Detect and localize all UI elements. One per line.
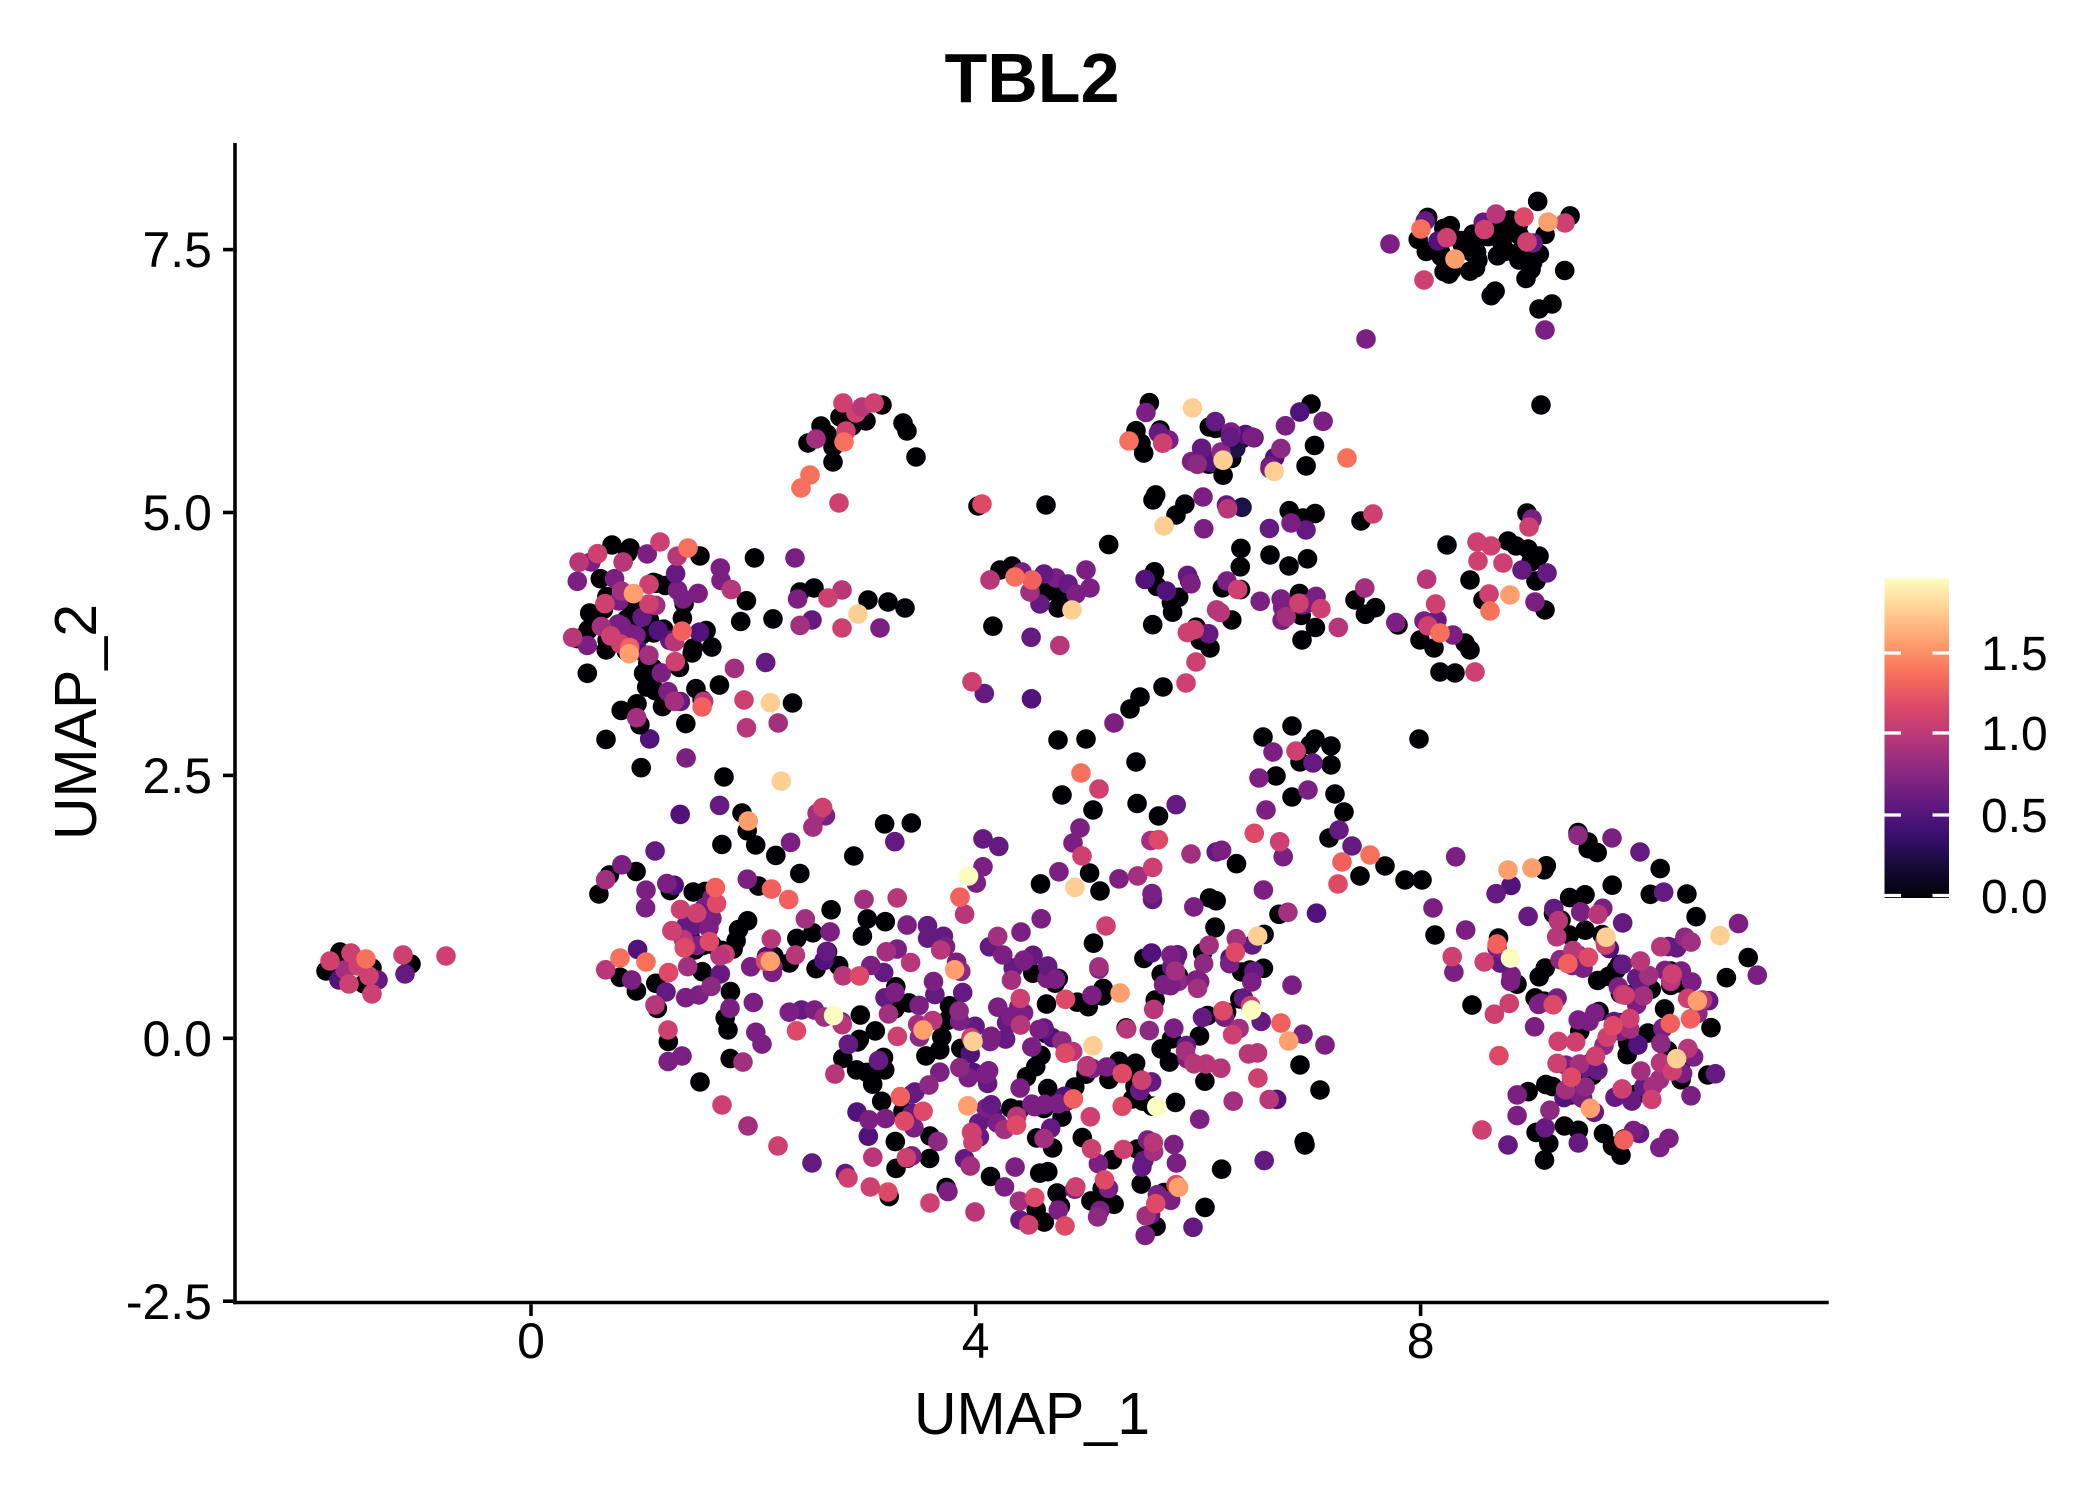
svg-text:0.5: 0.5 <box>1981 790 2048 843</box>
svg-text:8: 8 <box>1407 1313 1435 1369</box>
svg-text:1.0: 1.0 <box>1981 708 2048 761</box>
svg-text:7.5: 7.5 <box>142 222 212 278</box>
svg-text:TBL2: TBL2 <box>945 39 1120 117</box>
svg-text:0.0: 0.0 <box>142 1011 212 1067</box>
svg-text:0.0: 0.0 <box>1981 871 2048 924</box>
svg-text:1.5: 1.5 <box>1981 628 2048 681</box>
svg-text:0: 0 <box>517 1313 545 1369</box>
svg-text:-2.5: -2.5 <box>126 1274 212 1330</box>
svg-text:4: 4 <box>962 1313 990 1369</box>
svg-text:2.5: 2.5 <box>142 748 212 804</box>
svg-text:UMAP_2: UMAP_2 <box>43 604 109 840</box>
svg-text:5.0: 5.0 <box>142 485 212 541</box>
svg-text:UMAP_1: UMAP_1 <box>914 1381 1150 1447</box>
